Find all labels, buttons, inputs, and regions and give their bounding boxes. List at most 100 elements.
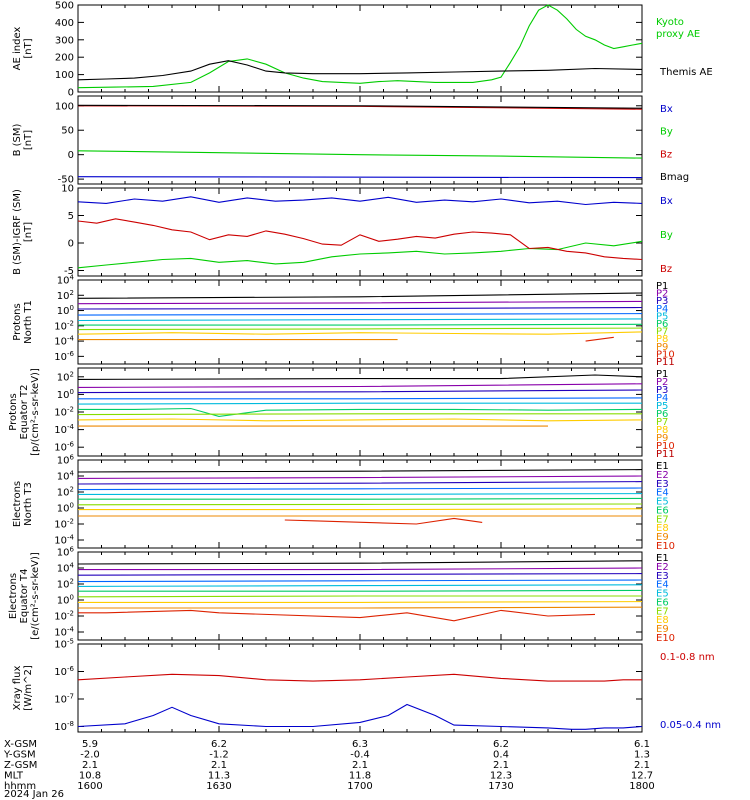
y-tick-label: 0 — [68, 88, 74, 99]
y-tick-label: 0 — [68, 239, 74, 250]
y-tick-label: 100 — [57, 304, 74, 317]
y-tick-label: 102 — [57, 370, 74, 383]
legend-entry: Bx — [660, 196, 673, 207]
y-axis-label: [nT] — [23, 38, 34, 58]
legend-entry: P7 — [656, 327, 668, 338]
panel-8: 10-5 10-6 10-7 10-8 Xray flux [W/m^2] 0.1-0.8 … — [12, 638, 721, 734]
series-bz — [77, 218, 643, 261]
series-p4 — [78, 397, 643, 400]
y-axis-label: Equator T2 — [19, 385, 30, 440]
ephemeris-value: 5.9 — [82, 739, 98, 750]
series-p2 — [77, 383, 643, 388]
y-tick-label: 10-5 — [54, 638, 74, 651]
ephemeris-value: 6.2 — [211, 739, 227, 750]
legend-entry: P2 — [656, 289, 668, 300]
y-axis-label: [e/(cm²-s-sr-keV)] — [30, 552, 41, 640]
ephemeris-label: X-GSM — [4, 739, 37, 750]
ephemeris-value: 10.8 — [79, 771, 101, 782]
y-axis-label: [W/m^2] — [23, 665, 34, 711]
series-p3 — [77, 389, 643, 394]
y-axis-label: B (SM)-IGRF (SM) — [12, 189, 23, 275]
ephemeris-value: 1800 — [629, 781, 654, 792]
series-e10 — [78, 609, 596, 622]
series-e6 — [78, 589, 643, 592]
series-p4 — [77, 313, 643, 316]
y-tick-label: 102 — [57, 289, 74, 302]
series-p1 — [77, 374, 643, 380]
y-axis-label: AE index — [12, 27, 23, 71]
legend-entry: E4 — [656, 488, 669, 499]
series-e1 — [77, 469, 643, 473]
panel-3: -5 0 5 10 B (SM)-IGRF (SM) [nT] Bx By Bz — [12, 184, 673, 278]
legend-entry: P11 — [656, 357, 675, 368]
legend-entry: E8 — [656, 615, 669, 626]
legend-entry: E10 — [656, 633, 675, 644]
series-bx — [77, 196, 643, 206]
series-e3 — [77, 573, 643, 576]
y-tick-label: 100 — [57, 594, 74, 607]
legend-entry: P10 — [656, 349, 675, 360]
y-tick-label: 300 — [55, 35, 74, 46]
legend-entry: P4 — [656, 304, 668, 315]
y-tick-label: -50 — [58, 175, 74, 186]
y-tick-label: 400 — [55, 18, 74, 29]
series-p5 — [77, 318, 643, 322]
ephemeris-value: -0.4 — [350, 750, 370, 761]
ephemeris-value: 2.1 — [493, 760, 509, 771]
y-axis-label: Protons — [8, 393, 19, 430]
y-axis-label: Xray flux — [12, 666, 23, 711]
ephemeris-value: 1700 — [347, 781, 372, 792]
series-e2 — [77, 475, 643, 479]
series-e6 — [78, 497, 643, 500]
y-tick-label: 0 — [68, 150, 74, 161]
panel-frame — [77, 279, 643, 365]
series-by — [77, 240, 643, 269]
legend-entry: P11 — [656, 449, 675, 460]
series-p10 — [585, 336, 614, 342]
y-axis-label: Equator T4 — [19, 569, 30, 624]
legend-entry: P9 — [656, 433, 668, 444]
y-axis-label: [nT] — [23, 130, 34, 150]
ephemeris-value: 1730 — [488, 781, 513, 792]
y-tick-label: 10-7 — [54, 693, 74, 706]
legend-entry: E1 — [656, 553, 669, 564]
series-bx — [77, 176, 643, 179]
ephemeris-value: 1.3 — [634, 750, 650, 761]
series-p6 — [78, 323, 643, 326]
series-0-1-0-8-nm — [77, 673, 642, 682]
series-bmag — [77, 104, 643, 109]
y-tick-label: 100 — [57, 388, 74, 401]
y-tick-label: 100 — [57, 502, 74, 515]
y-axis-label: B (SM) — [12, 123, 23, 156]
ephemeris-value: 2.1 — [82, 760, 98, 771]
series-p2 — [77, 300, 643, 305]
ephemeris-value: 1630 — [206, 781, 231, 792]
y-tick-label: -5 — [64, 266, 74, 277]
series-e7 — [77, 595, 642, 598]
legend-entry: 0.1-0.8 nm — [660, 652, 715, 663]
ephemeris-label: MLT — [4, 771, 24, 782]
legend-entry: By — [660, 230, 673, 241]
series-e10 — [284, 517, 483, 525]
series-p7 — [77, 327, 643, 331]
y-tick-label: 5 — [68, 211, 74, 222]
ephemeris-value: -2.0 — [80, 750, 100, 761]
legend-entry: P3 — [656, 296, 668, 307]
y-axis-label: North T3 — [23, 482, 34, 526]
series-p3 — [77, 306, 643, 310]
y-tick-label: 102 — [57, 578, 74, 591]
ephemeris-value: 12.7 — [631, 771, 653, 782]
legend-entry: E3 — [656, 479, 669, 490]
ephemeris-value: 1600 — [77, 781, 102, 792]
legend-entry: Bz — [660, 264, 672, 275]
ephemeris-label: hhmm — [4, 781, 36, 792]
y-tick-label: 100 — [55, 101, 74, 112]
series-p7 — [77, 413, 642, 416]
legend-entry: P5 — [656, 311, 668, 322]
y-axis-label: North T1 — [23, 300, 34, 344]
ephemeris-value: 12.3 — [490, 771, 512, 782]
y-tick-label: 10-6 — [54, 665, 74, 678]
series-p1 — [77, 292, 643, 299]
y-tick-label: 500 — [55, 1, 74, 12]
